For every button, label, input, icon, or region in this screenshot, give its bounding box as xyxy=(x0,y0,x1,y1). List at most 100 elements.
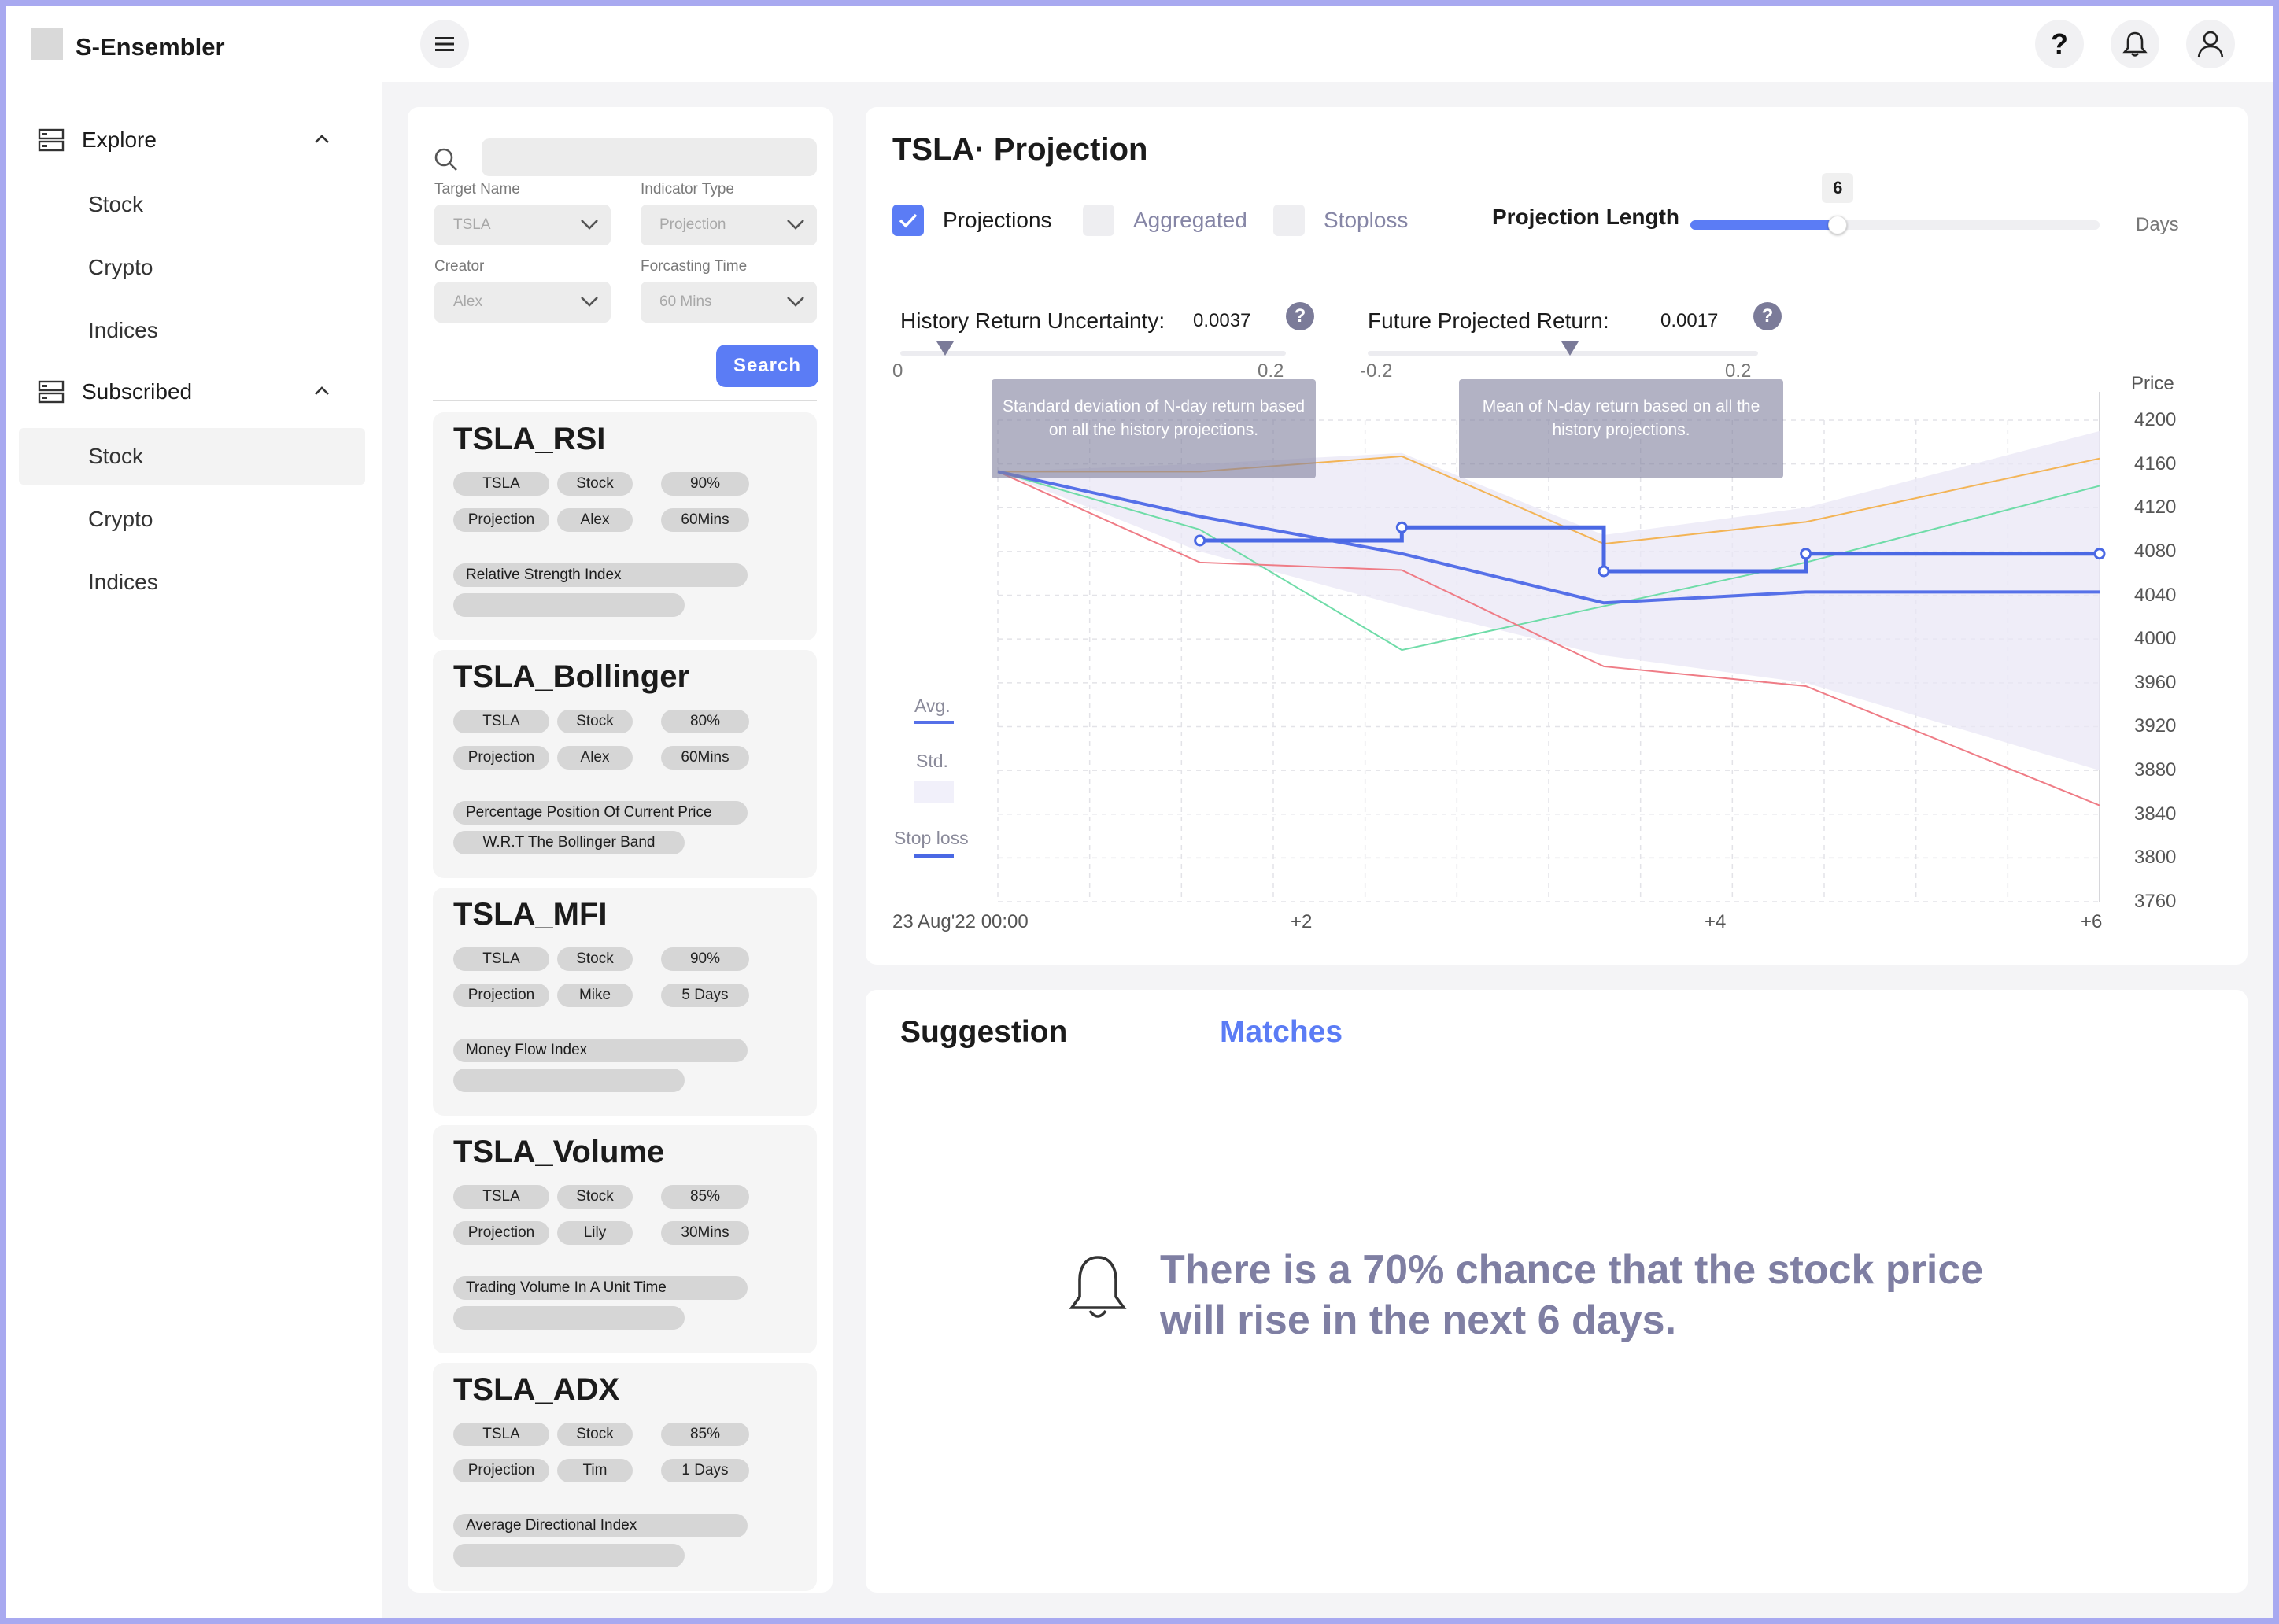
chevron-up-icon[interactable] xyxy=(313,386,331,397)
legend-stoploss-label: Stop loss xyxy=(894,828,969,848)
future-max: 0.2 xyxy=(1725,360,1752,382)
logo-icon xyxy=(31,28,63,60)
card-tag: Stock xyxy=(557,1185,633,1209)
projection-length-label: Projection Length xyxy=(1492,205,1679,229)
suggestion-line-2: will rise in the next 6 days. xyxy=(1160,1297,1677,1343)
filter-label: Forcasting Time xyxy=(641,258,748,275)
card-description: Relative Strength Index xyxy=(453,563,748,587)
card-description: Percentage Position Of Current Price xyxy=(453,801,748,825)
indicator-card[interactable]: TSLA_RSI TSLA Stock 90% Projection Alex 60Mins… xyxy=(433,412,817,640)
filter-label: Indicator Type xyxy=(641,181,735,197)
notification-button[interactable] xyxy=(2111,20,2159,68)
search-button[interactable]: Search xyxy=(716,345,818,387)
card-title: TSLA_MFI xyxy=(453,897,608,932)
user-icon xyxy=(2197,31,2224,58)
card-description-extra xyxy=(453,1544,685,1567)
slider-thumb[interactable] xyxy=(1828,216,1848,234)
card-tag: 60Mins xyxy=(661,508,749,532)
card-tag: Stock xyxy=(557,710,633,733)
stoploss-checkbox[interactable] xyxy=(1273,205,1305,236)
card-tag: Projection xyxy=(453,1459,549,1482)
chevron-up-icon[interactable] xyxy=(313,134,331,145)
projection-length-slider[interactable]: 6 xyxy=(1690,173,2100,234)
question-icon[interactable]: ? xyxy=(1753,302,1782,330)
projections-checkbox[interactable] xyxy=(892,205,924,236)
question-icon: ? xyxy=(2051,28,2068,60)
slider-marker-icon[interactable] xyxy=(1560,340,1580,357)
suggestion-text: There is a 70% chance that the stock pri… xyxy=(1160,1245,1983,1345)
y-tick-label: 4160 xyxy=(2134,452,2177,474)
future-return-label: Future Projected Return: xyxy=(1368,308,1609,333)
aggregated-checkbox[interactable] xyxy=(1083,205,1114,236)
card-tag: 85% xyxy=(661,1185,749,1209)
card-description: Money Flow Index xyxy=(453,1039,748,1062)
card-tag: TSLA xyxy=(453,1185,549,1209)
indicator-card[interactable]: TSLA_Volume TSLA Stock 85% Projection Lily 30M… xyxy=(433,1125,817,1353)
projection-chart xyxy=(997,392,2106,902)
sidebar-group-explore[interactable]: Explore xyxy=(38,127,157,153)
indicator-card[interactable]: TSLA_Bollinger TSLA Stock 80% Projection Alex… xyxy=(433,650,817,878)
target-name-select[interactable]: TSLA xyxy=(434,205,611,245)
stoploss-marker xyxy=(1800,548,1812,560)
chevron-down-icon xyxy=(787,297,804,307)
y-tick-label: 4040 xyxy=(2134,584,2177,606)
sidebar-item-explore-indices[interactable]: Indices xyxy=(88,318,158,342)
sidebar-item-explore-stock[interactable]: Stock xyxy=(88,192,144,216)
indicator-card[interactable]: TSLA_ADX TSLA Stock 85% Projection Tim 1 Days A… xyxy=(433,1363,817,1591)
indicator-type-select[interactable]: Projection xyxy=(641,205,817,245)
tab-matches[interactable]: Matches xyxy=(1220,1015,1343,1049)
card-tag: Projection xyxy=(453,984,549,1007)
history-return-slider[interactable] xyxy=(900,351,1286,356)
slider-fill xyxy=(1690,220,1838,230)
card-description-extra: W.R.T The Bollinger Band xyxy=(453,831,685,854)
sidebar-group-subscribed[interactable]: Subscribed xyxy=(38,379,192,404)
suggestion-line-1: There is a 70% chance that the stock pri… xyxy=(1160,1247,1984,1293)
projection-title: TSLA· Projection xyxy=(892,132,1148,167)
future-return-value: 0.0017 xyxy=(1660,310,1719,331)
card-tag: Stock xyxy=(557,1423,633,1446)
card-tag: TSLA xyxy=(453,472,549,496)
history-return-label: History Return Uncertainty: xyxy=(900,308,1165,333)
creator-select[interactable]: Alex xyxy=(434,282,611,323)
card-tag: Stock xyxy=(557,472,633,496)
chevron-down-icon xyxy=(787,220,804,230)
projections-label: Projections xyxy=(943,208,1052,232)
tab-suggestion[interactable]: Suggestion xyxy=(900,1015,1068,1049)
legend-avg-swatch xyxy=(914,721,954,724)
card-tag: 90% xyxy=(661,472,749,496)
filter-label: Target Name xyxy=(434,181,520,197)
forecasting-time-select[interactable]: 60 Mins xyxy=(641,282,817,323)
indicator-card[interactable]: TSLA_MFI TSLA Stock 90% Projection Mike 5 Days… xyxy=(433,888,817,1116)
card-tag: Stock xyxy=(557,947,633,971)
sidebar-item-subscribed-indices[interactable]: Indices xyxy=(88,570,158,594)
legend-stoploss-swatch xyxy=(914,854,954,858)
card-tag: Alex xyxy=(557,746,633,770)
y-tick-label: 4120 xyxy=(2134,496,2177,519)
card-tag: 30Mins xyxy=(661,1221,749,1245)
question-icon[interactable]: ? xyxy=(1286,302,1314,330)
server-icon xyxy=(38,380,65,404)
card-description: Trading Volume In A Unit Time xyxy=(453,1276,748,1300)
future-return-slider[interactable] xyxy=(1368,351,1758,356)
sidebar-item-subscribed-stock[interactable]: Stock xyxy=(19,428,365,485)
slider-marker-icon[interactable] xyxy=(935,340,955,357)
sidebar-item-explore-crypto[interactable]: Crypto xyxy=(88,255,153,279)
y-tick-label: 3920 xyxy=(2134,715,2177,737)
card-tag: Projection xyxy=(453,1221,549,1245)
card-title: TSLA_Volume xyxy=(453,1135,665,1169)
user-button[interactable] xyxy=(2186,20,2235,68)
menu-button[interactable] xyxy=(420,20,469,68)
card-tag: 60Mins xyxy=(661,746,749,770)
card-tag: Alex xyxy=(557,508,633,532)
help-button[interactable]: ? xyxy=(2035,20,2084,68)
app-title: S-Ensembler xyxy=(76,33,225,61)
card-description-extra xyxy=(453,1069,685,1092)
bell-icon xyxy=(1069,1256,1127,1318)
search-icon xyxy=(434,148,457,171)
card-tag: Mike xyxy=(557,984,633,1007)
search-input[interactable] xyxy=(482,138,817,176)
sidebar-item-subscribed-crypto[interactable]: Crypto xyxy=(88,507,153,531)
series-line-red xyxy=(997,471,2100,806)
card-tag: Lily xyxy=(557,1221,633,1245)
y-axis-label: Price xyxy=(2131,373,2174,394)
